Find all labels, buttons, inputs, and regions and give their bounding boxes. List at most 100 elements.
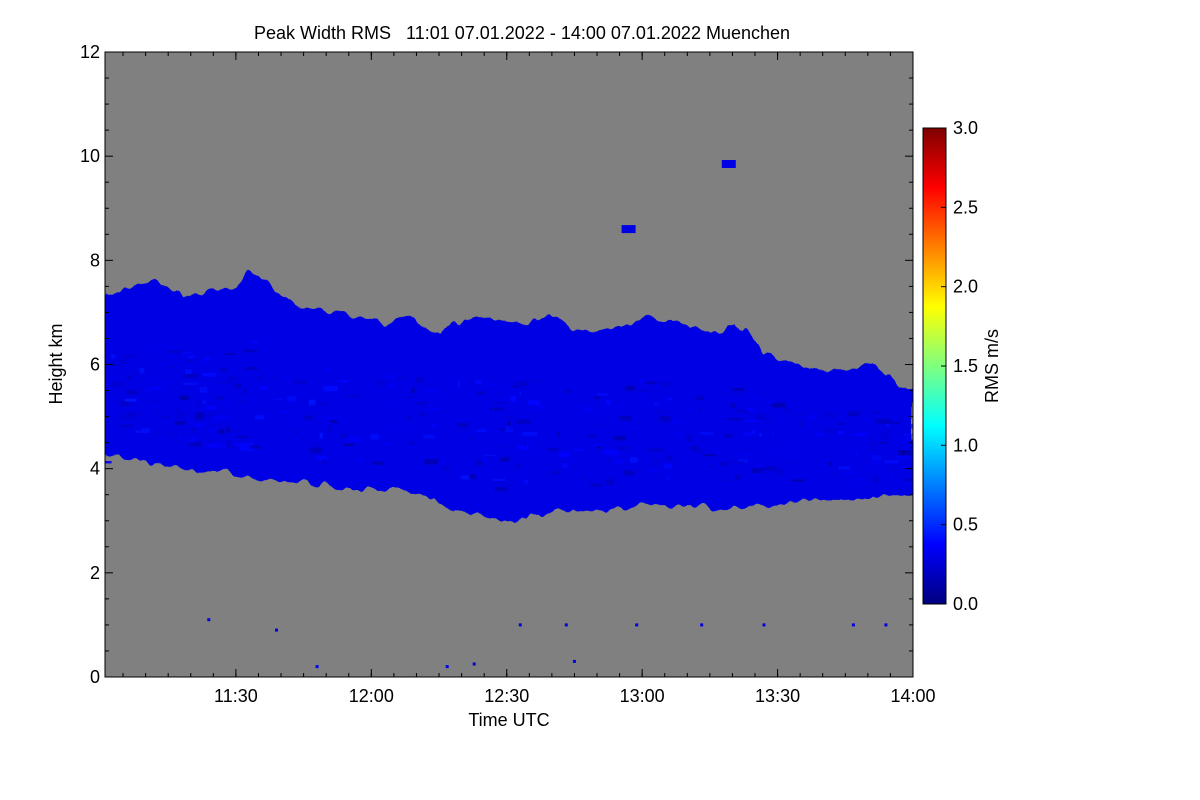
cloud-texture-cell	[756, 463, 766, 467]
cloud-texture-cell	[306, 441, 317, 446]
cloud-texture-cell	[177, 408, 181, 410]
cloud-texture-cell	[759, 433, 762, 437]
cloud-texture-cell	[855, 452, 857, 456]
cloud-texture-cell	[212, 363, 214, 366]
cloud-texture-cell	[233, 443, 248, 447]
cloud-texture-cell	[897, 450, 911, 456]
cloud-texture-cell	[558, 451, 571, 457]
cloud-texture-cell	[727, 418, 742, 421]
x-tick-label: 13:00	[620, 686, 665, 706]
cloud-texture-cell	[831, 443, 833, 449]
cloud-texture-cell	[182, 351, 192, 355]
cloud-texture-cell	[791, 479, 806, 482]
cloud-texture-cell	[135, 430, 144, 433]
cloud-texture-cell	[424, 458, 439, 465]
chart-title: Peak Width RMS 11:01 07.01.2022 - 14:00 …	[254, 23, 790, 43]
cloud-texture-cell	[293, 380, 307, 385]
cloud-texture-cell	[213, 415, 222, 421]
cloud-texture-cell	[178, 399, 182, 404]
cloud-texture-cell	[308, 399, 316, 406]
cloud-texture-cell	[215, 401, 231, 404]
cloud-texture-cell	[888, 421, 901, 424]
cloud-texture-cell	[651, 459, 661, 463]
cloud-texture-cell	[640, 397, 644, 400]
cloud-texture-cell	[178, 434, 180, 438]
cloud-texture-cell	[385, 374, 395, 379]
cloud-texture-cell	[217, 369, 220, 372]
cloud-texture-cell	[667, 397, 673, 401]
cloud-texture-cell	[324, 416, 339, 420]
cloud-texture-cell	[715, 448, 723, 454]
cloud-texture-cell	[740, 445, 743, 447]
cloud-texture-cell	[249, 445, 262, 449]
cloud-body	[105, 270, 913, 521]
cloud-texture-cell	[152, 431, 162, 436]
cloud-texture-cell	[822, 455, 828, 457]
cloud-texture-cell	[111, 363, 124, 367]
cloud-texture-cell	[118, 359, 130, 365]
cloud-texture-cell	[722, 447, 725, 450]
cloud-texture-cell	[343, 443, 355, 446]
cloud-texture-cell	[258, 376, 261, 381]
cloud-texture-cell	[687, 437, 693, 443]
cloud-texture-cell	[430, 398, 433, 402]
echo-point	[762, 623, 766, 627]
cloud-texture-cell	[604, 449, 619, 455]
cloud-texture-cell	[217, 428, 225, 434]
cloud-texture-cell	[475, 380, 483, 384]
cloud-texture-cell	[879, 431, 892, 435]
cloud-texture-cell	[772, 432, 774, 436]
cloud-texture-cell	[706, 466, 713, 468]
cloud-texture-cell	[774, 449, 785, 455]
y-tick-label: 0	[90, 667, 100, 687]
cloud-texture-cell	[821, 412, 836, 418]
echo-point	[700, 623, 704, 627]
cloud-texture-cell	[114, 360, 117, 362]
cloud-texture-cell	[198, 396, 207, 401]
cloud-texture-cell	[594, 396, 600, 400]
cloud-texture-cell	[108, 386, 114, 388]
cloud-texture-cell	[548, 470, 561, 475]
cloud-texture-cell	[228, 377, 237, 381]
cloud-texture-cell	[500, 473, 506, 477]
cloud-texture-cell	[478, 468, 485, 471]
cloud-texture-cell	[758, 452, 760, 458]
cloud-texture-cell	[223, 386, 233, 392]
cloud-texture-cell	[335, 449, 346, 453]
cloud-texture-cell	[219, 381, 233, 384]
cloud-texture-cell	[742, 432, 751, 437]
cloud-texture-cell	[179, 395, 189, 400]
cloud-texture-cell	[260, 385, 268, 391]
cloud-texture-cell	[469, 436, 474, 442]
cloud-texture-cell	[508, 427, 517, 430]
cloud-texture-cell	[211, 424, 221, 428]
cloud-texture-cell	[172, 433, 178, 435]
echo-point	[207, 618, 211, 622]
cloud-texture-cell	[501, 446, 512, 449]
cloud-texture-cell	[193, 354, 203, 359]
cloud-texture-cell	[714, 392, 728, 396]
cloud-texture-cell	[151, 347, 153, 352]
cloud-texture-cell	[370, 433, 379, 440]
cloud-texture-cell	[278, 410, 291, 414]
cloud-texture-cell	[844, 472, 856, 474]
cloud-texture-cell	[675, 432, 681, 435]
cloud-texture-cell	[890, 472, 893, 476]
cloud-texture-cell	[192, 423, 204, 428]
cloud-texture-cell	[771, 402, 786, 408]
cloud-texture-cell	[201, 413, 216, 418]
cloud-texture-cell	[198, 364, 201, 369]
colorbar-tick-label: 1.0	[953, 435, 978, 455]
cloud-texture-cell	[205, 405, 217, 410]
cloud-texture-cell	[224, 352, 236, 355]
cloud-texture-cell	[782, 416, 797, 421]
cloud-texture-cell	[523, 480, 529, 484]
cloud-texture-cell	[829, 461, 833, 466]
cloud-texture-cell	[182, 382, 198, 385]
cloud-texture-cell	[507, 387, 515, 392]
cloud-texture-cell	[645, 469, 661, 472]
cloud-texture-cell	[491, 397, 506, 403]
cloud-texture-cell	[181, 387, 190, 389]
echo-point	[635, 623, 639, 627]
cloud-texture-cell	[159, 405, 165, 409]
